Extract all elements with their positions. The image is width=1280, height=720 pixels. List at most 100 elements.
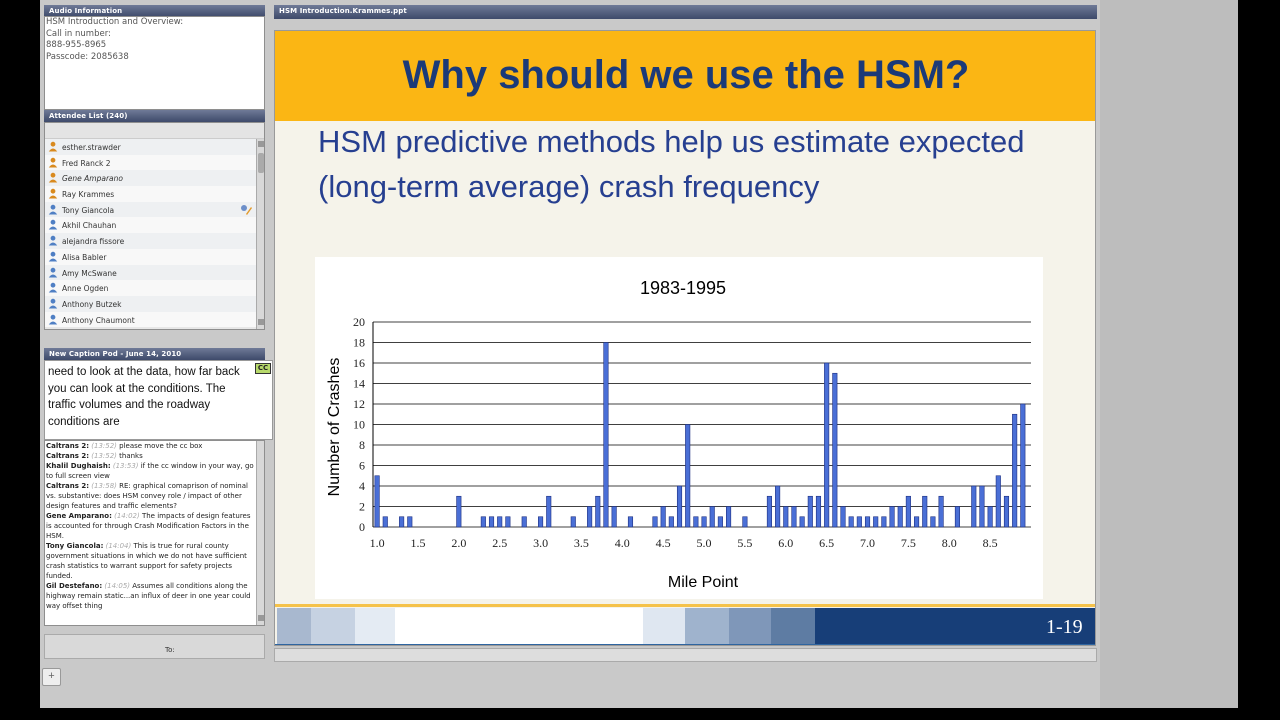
bar: [824, 362, 830, 528]
bar: [905, 495, 911, 528]
bar: [1012, 413, 1018, 528]
x-tick-label: 2.0: [451, 536, 466, 550]
attendee-row[interactable]: Fred Ranck 2: [45, 154, 256, 171]
attendee-header: [45, 123, 264, 139]
footer-block: [771, 608, 815, 644]
chat-message: Caltrans 2: (13:52) thanks: [46, 451, 254, 461]
bar: [864, 516, 871, 528]
bar: [570, 516, 576, 528]
chat-message: Gene Amparano: (14:02) The impacts of de…: [46, 511, 254, 541]
bar: [456, 495, 462, 528]
footer-blue-line: [275, 644, 1095, 645]
bar: [603, 342, 609, 528]
chat-scrollbar[interactable]: [256, 441, 264, 625]
chat-input-area[interactable]: To:: [44, 634, 265, 659]
bar: [497, 516, 503, 528]
crash-chart-svg: 0 2 4 6 8 10 12 14 16 18 20 1.0 1.5 2.0 2.5 3.0 3.5 4.0 4.…: [326, 278, 1031, 591]
attendee-row[interactable]: Anthony Butzek: [45, 295, 256, 312]
host-person-icon: [48, 157, 58, 168]
attendee-row[interactable]: Tony Giancola: [45, 201, 256, 218]
bar: [546, 495, 552, 528]
audio-info-line: Call in number:: [46, 28, 111, 39]
x-tick-label: 6.5: [819, 536, 834, 550]
host-person-icon: [48, 188, 58, 199]
x-tick-label: 1.0: [370, 536, 385, 550]
bar: [595, 495, 601, 528]
chart-title: 1983-1995: [640, 278, 726, 298]
attendee-row[interactable]: Alisa Babler: [45, 248, 256, 265]
chat-text: please move the cc box: [119, 442, 203, 450]
bar: [726, 506, 732, 528]
bar: [856, 516, 862, 528]
participant-person-icon: [48, 235, 58, 246]
slide-title-bar: [275, 31, 1095, 121]
x-tick-label: 4.5: [656, 536, 671, 550]
x-tick-label: 1.5: [410, 536, 425, 550]
bar: [693, 516, 699, 528]
chat-message: Caltrans 2: (13:58) RE: graphical comapr…: [46, 481, 254, 511]
footer-block: [643, 608, 685, 644]
scroll-up-arrow-icon[interactable]: [258, 141, 264, 147]
chat-message: Caltrans 2: (13:52) please move the cc b…: [46, 441, 254, 451]
chat-author: Caltrans 2:: [46, 482, 90, 490]
attendee-list[interactable]: esther.strawder Fred Ranck 2 Gene Amparano…: [45, 139, 256, 328]
bar: [848, 516, 854, 528]
scroll-down-arrow-icon[interactable]: [258, 615, 264, 621]
x-tick-label: 5.0: [697, 536, 712, 550]
audio-info-line: 888-955-8965: [46, 40, 107, 50]
bar: [407, 516, 413, 528]
bar: [374, 475, 380, 528]
attendee-row[interactable]: Anne Ogden: [45, 280, 256, 296]
add-pod-button[interactable]: +: [42, 668, 61, 686]
y-tick-label: 4: [359, 479, 365, 493]
audio-info-line: Passcode: 2085638: [46, 51, 129, 62]
host-person-icon: [48, 173, 58, 183]
attendee-row[interactable]: Anthony Chaumont: [45, 311, 256, 328]
chat-text: thanks: [119, 452, 143, 460]
attendee-row[interactable]: esther.strawder: [45, 139, 256, 155]
chat-time: (14:05): [102, 582, 133, 590]
bar: [922, 495, 928, 528]
scroll-thumb[interactable]: [258, 153, 264, 173]
bar: [987, 506, 993, 528]
chat-message: Tony Giancola: (14:04) This is true for …: [46, 541, 254, 581]
bar: [799, 516, 805, 528]
chat-text: Assumes all conditions along the highway…: [46, 582, 251, 610]
bar: [627, 516, 634, 528]
footer-block: [277, 608, 311, 644]
bar: [889, 506, 895, 528]
attendee-row[interactable]: Akhil Chauhan: [45, 217, 256, 234]
slide: Why should we use the HSM? HSM predictiv…: [274, 30, 1096, 646]
attendee-name: Fred Ranck 2: [62, 158, 111, 168]
footer-block: [815, 608, 1095, 644]
y-tick-label: 8: [359, 438, 365, 452]
x-tick-label: 8.0: [942, 536, 957, 550]
scroll-down-arrow-icon[interactable]: [258, 319, 264, 325]
attendee-row[interactable]: Ray Krammes: [45, 186, 256, 202]
footer-block: [685, 608, 729, 644]
y-tick-label: 10: [353, 418, 365, 432]
attendee-row[interactable]: alejandra fissore: [45, 233, 256, 249]
chat-time: (13:53): [110, 462, 141, 470]
cc-toggle-button[interactable]: CC: [255, 363, 271, 374]
bar: [611, 506, 617, 528]
bar: [488, 516, 495, 528]
y-tick-label: 18: [353, 336, 365, 350]
x-tick-label: 4.0: [615, 536, 630, 550]
chat-to-label[interactable]: To:: [165, 646, 175, 654]
y-tick-label: 20: [353, 315, 365, 329]
attendee-pod-title: Attendee List (240): [44, 110, 265, 122]
bar: [676, 485, 683, 528]
bar: [954, 506, 960, 528]
slide-title: Why should we use the HSM?: [402, 53, 970, 97]
bar: [881, 516, 887, 528]
caption-text: need to look at the data, how far back y…: [48, 366, 240, 428]
attendee-row[interactable]: Gene Amparano: [45, 170, 256, 187]
bar: [668, 516, 674, 528]
chat-message: Gil Destefano: (14:05) Assumes all condi…: [46, 581, 254, 611]
attendee-scrollbar[interactable]: [256, 139, 264, 329]
bar: [832, 372, 838, 528]
attendee-row[interactable]: Amy McSwane: [45, 264, 256, 281]
participant-person-icon: [48, 220, 58, 230]
chat-text: This is true for rural county government…: [46, 542, 247, 580]
